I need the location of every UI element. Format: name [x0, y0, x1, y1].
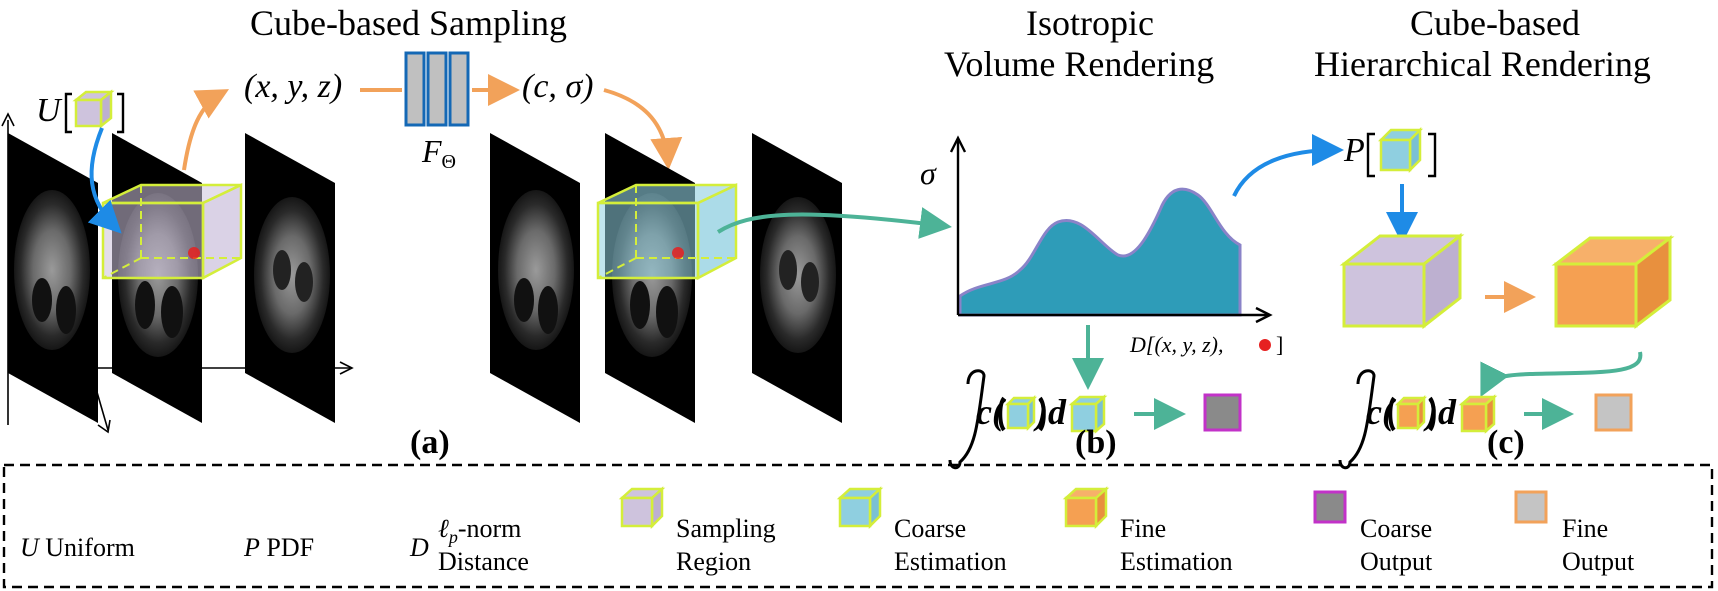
integral-c-d: )d [1426, 392, 1456, 432]
integral-b-d: )d [1036, 392, 1066, 432]
label-distance-axis: D[(x, y, z), [1130, 332, 1224, 357]
legend-lp-norm: ℓp-norm [438, 514, 522, 548]
fine-output-box [1594, 393, 1633, 432]
coarse-output-box [1203, 393, 1242, 432]
integral-b [948, 369, 1108, 470]
pdf-sample-cube [1366, 126, 1437, 178]
teal-arrow-to-integral-c [1480, 351, 1643, 398]
integral-b-c: c( [976, 392, 1004, 432]
title-isotropic-1: Isotropic [1026, 3, 1154, 43]
legend-fine-output-icon [1514, 490, 1548, 524]
panel-label-b: (b) [1075, 424, 1117, 461]
legend-distance: Distance [438, 547, 529, 576]
label-xyz: (x, y, z) [244, 68, 343, 105]
teal-arrow-to-plot [716, 207, 952, 239]
fine-cube-c [1551, 234, 1675, 330]
title-hierarchical-2: Hierarchical Rendering [1314, 44, 1651, 84]
uniform-sample-cube [64, 89, 125, 134]
panel-label-c: (c) [1487, 424, 1525, 461]
coarse-cube-rendered [596, 183, 738, 281]
legend-pdf: P PDF [244, 533, 315, 562]
legend-coarse-output-icon [1313, 490, 1347, 524]
panel-label-a: (a) [410, 424, 450, 461]
legend-fine-out-1: Fine [1562, 514, 1609, 543]
legend-coarse-out-2: Output [1360, 547, 1433, 576]
sampling-cube-c [1339, 232, 1465, 330]
title-cube-sampling: Cube-based Sampling [250, 3, 567, 43]
blue-arrow-to-pdf [1232, 134, 1344, 197]
label-distance-axis-close: ] [1276, 332, 1284, 357]
sampling-cube-a [101, 183, 243, 281]
orange-arrow-to-slices [603, 88, 683, 170]
legend-fine-out-2: Output [1562, 547, 1635, 576]
label-f: FΘ [422, 133, 456, 173]
title-hierarchical-1: Cube-based [1410, 3, 1580, 43]
legend-coarse-est-2: Estimation [894, 547, 1007, 576]
legend-coarse-est-icon [836, 486, 884, 530]
legend-sampling-icon [618, 486, 666, 530]
legend-fine-est-2: Estimation [1120, 547, 1233, 576]
title-isotropic-2: Volume Rendering [944, 44, 1215, 84]
label-uniform: U [36, 92, 61, 129]
orange-arrow-to-xyz [182, 89, 230, 171]
label-pdf: P [1344, 132, 1365, 169]
network-f-theta [404, 51, 470, 127]
legend-sampling-1: Sampling [676, 514, 776, 543]
integral-c [1338, 369, 1498, 470]
legend-fine-est-icon [1062, 486, 1110, 530]
blue-arrow-sampling [87, 127, 122, 234]
label-c-sigma: (c, σ) [522, 68, 594, 105]
legend-fine-est-1: Fine [1120, 514, 1167, 543]
integral-c-c: c( [1366, 392, 1394, 432]
density-curve [958, 187, 1242, 317]
legend-coarse-out-1: Coarse [1360, 514, 1433, 543]
legend-d-symbol: D [410, 533, 429, 562]
label-sigma: σ [920, 155, 936, 191]
red-point-icon [1259, 339, 1271, 351]
legend-uniform: U Uniform [20, 533, 135, 562]
density-plot [949, 135, 1273, 351]
legend-sampling-2: Region [676, 547, 752, 576]
legend-coarse-est-1: Coarse [894, 514, 967, 543]
legend-box [2, 463, 1714, 589]
